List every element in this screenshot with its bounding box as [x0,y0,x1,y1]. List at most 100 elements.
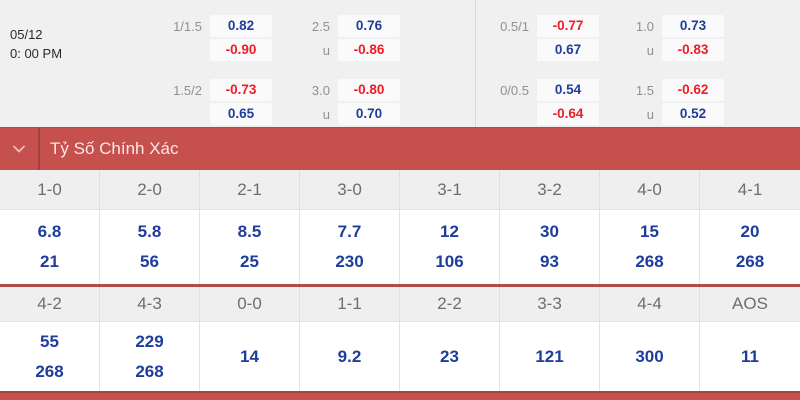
score-header-cell: 2-0 [100,170,200,210]
odds-line-label: 1/1.5 [173,18,202,34]
titlebar-divider [38,127,40,171]
odds-cell: 1.5 -0.62 [602,79,724,101]
odds-value: 268 [735,252,765,271]
score-odds-cell[interactable]: 12 106 [400,210,500,284]
odds-value-pill[interactable]: -0.64 [537,103,599,125]
odds-cell: -0.90 [150,39,272,61]
section-title-bar: Tỷ Số Chính Xác [0,127,800,171]
odds-value-pill[interactable]: -0.80 [338,79,400,101]
score-header-cell: 3-0 [300,170,400,210]
score-odds-cell[interactable]: 7.7 230 [300,210,400,284]
score-odds-cell[interactable]: 55 268 [0,322,100,391]
score-odds-cell[interactable]: 300 [600,322,700,391]
odds-value: 268 [35,361,64,381]
score-header-cell: 4-4 [600,287,700,322]
odds-value: 15 [640,222,659,241]
score-odds-cell[interactable]: 30 93 [500,210,600,284]
odds-cell: -0.64 [477,103,599,125]
odds-value: 23 [440,346,459,366]
odds-cell: 1.5/2 -0.73 [150,79,272,101]
score-odds-cell[interactable]: 14 [200,322,300,391]
score-header-cell: 4-1 [700,170,800,210]
odds-line-label: 1.5/2 [173,82,202,98]
odds-line-label: 1.0 [635,18,654,34]
score-odds-cell[interactable]: 15 268 [600,210,700,284]
score-header-row-1: 1-0 2-0 2-1 3-0 3-1 3-2 4-0 4-1 [0,170,800,210]
score-header-cell: 3-1 [400,170,500,210]
odds-value-pill[interactable]: -0.62 [662,79,724,101]
odds-value-pill[interactable]: 0.82 [210,15,272,37]
odds-value: 8.5 [237,222,262,241]
odds-value: 7.7 [337,222,362,241]
odds-value-pill[interactable]: 0.52 [662,103,724,125]
odds-value-pill[interactable]: 0.73 [662,15,724,37]
match-datetime: 05/12 0: 00 PM [10,25,62,63]
score-odds-cell[interactable]: 6.8 21 [0,210,100,284]
odds-line-label: 2.5 [311,18,330,34]
odds-value-pill[interactable]: 0.54 [537,79,599,101]
odds-value: 268 [635,252,664,271]
odds-value: 229 [135,331,164,351]
odds-value: 21 [40,252,59,271]
score-odds-cell[interactable]: 23 [400,322,500,391]
score-header-cell: 3-3 [500,287,600,322]
odds-value-pill[interactable]: 0.65 [210,103,272,125]
odds-value-pill[interactable]: -0.90 [210,39,272,61]
match-time: 0: 00 PM [10,46,63,61]
chevron-down-icon[interactable] [0,141,38,157]
score-header-cell: 0-0 [200,287,300,322]
odds-value-pill[interactable]: 0.76 [338,15,400,37]
score-odds-cell[interactable]: 11 [700,322,800,391]
odds-value-pill[interactable]: -0.83 [662,39,724,61]
odds-cell: u -0.83 [602,39,724,61]
odds-value: 93 [540,252,559,271]
odds-cell: 2.5 0.76 [278,15,400,37]
odds-value: 121 [535,346,564,366]
odds-cell: u 0.70 [278,103,400,125]
panel-divider [475,0,476,127]
odds-cell: 0.67 [477,39,599,61]
odds-cell: 3.0 -0.80 [278,79,400,101]
odds-value: 30 [540,222,559,241]
odds-line-label: 0.5/1 [500,18,529,34]
score-odds-cell[interactable]: 9.2 [300,322,400,391]
score-odds-cell[interactable]: 5.8 56 [100,210,200,284]
odds-value-pill[interactable]: 0.70 [338,103,400,125]
odds-value: 25 [240,252,259,271]
score-header-cell: 4-0 [600,170,700,210]
odds-value: 20 [740,222,760,241]
score-odds-cell[interactable]: 229 268 [100,322,200,391]
odds-value: 230 [335,252,364,271]
odds-value-pill[interactable]: -0.77 [537,15,599,37]
odds-value: 106 [435,252,464,271]
score-values-row-1: 6.8 21 5.8 56 8.5 25 7.7 230 12 106 30 9… [0,210,800,284]
score-header-cell: 2-2 [400,287,500,322]
odds-line-label: 3.0 [311,82,330,98]
score-odds-cell[interactable]: 121 [500,322,600,391]
odds-value-pill[interactable]: 0.67 [537,39,599,61]
score-header-cell: 4-3 [100,287,200,322]
red-divider-line [0,284,800,287]
score-header-cell: 1-1 [300,287,400,322]
score-header-cell: AOS [700,287,800,322]
score-header-cell: 2-1 [200,170,300,210]
bottom-accent-bar [0,391,800,400]
odds-line-label: u [646,42,654,58]
odds-value: 56 [140,252,159,271]
odds-value: 268 [135,361,164,381]
odds-value-pill[interactable]: -0.86 [338,39,400,61]
odds-value: 12 [440,222,459,241]
odds-cell: 1/1.5 0.82 [150,15,272,37]
odds-line-label: 0/0.5 [500,82,529,98]
score-header-row-2: 4-2 4-3 0-0 1-1 2-2 3-3 4-4 AOS [0,287,800,322]
score-odds-cell[interactable]: 20 268 [700,210,800,284]
odds-value: 300 [635,346,664,366]
odds-cell: u 0.52 [602,103,724,125]
odds-cell: u -0.86 [278,39,400,61]
score-values-row-2: 55 268 229 268 14 9.2 23 121 300 11 [0,322,800,391]
odds-cell: 0/0.5 0.54 [477,79,599,101]
odds-panel: 05/12 0: 00 PM 1/1.5 0.82 -0.90 1.5/2 -0… [0,0,800,127]
score-odds-cell[interactable]: 8.5 25 [200,210,300,284]
odds-value-pill[interactable]: -0.73 [210,79,272,101]
